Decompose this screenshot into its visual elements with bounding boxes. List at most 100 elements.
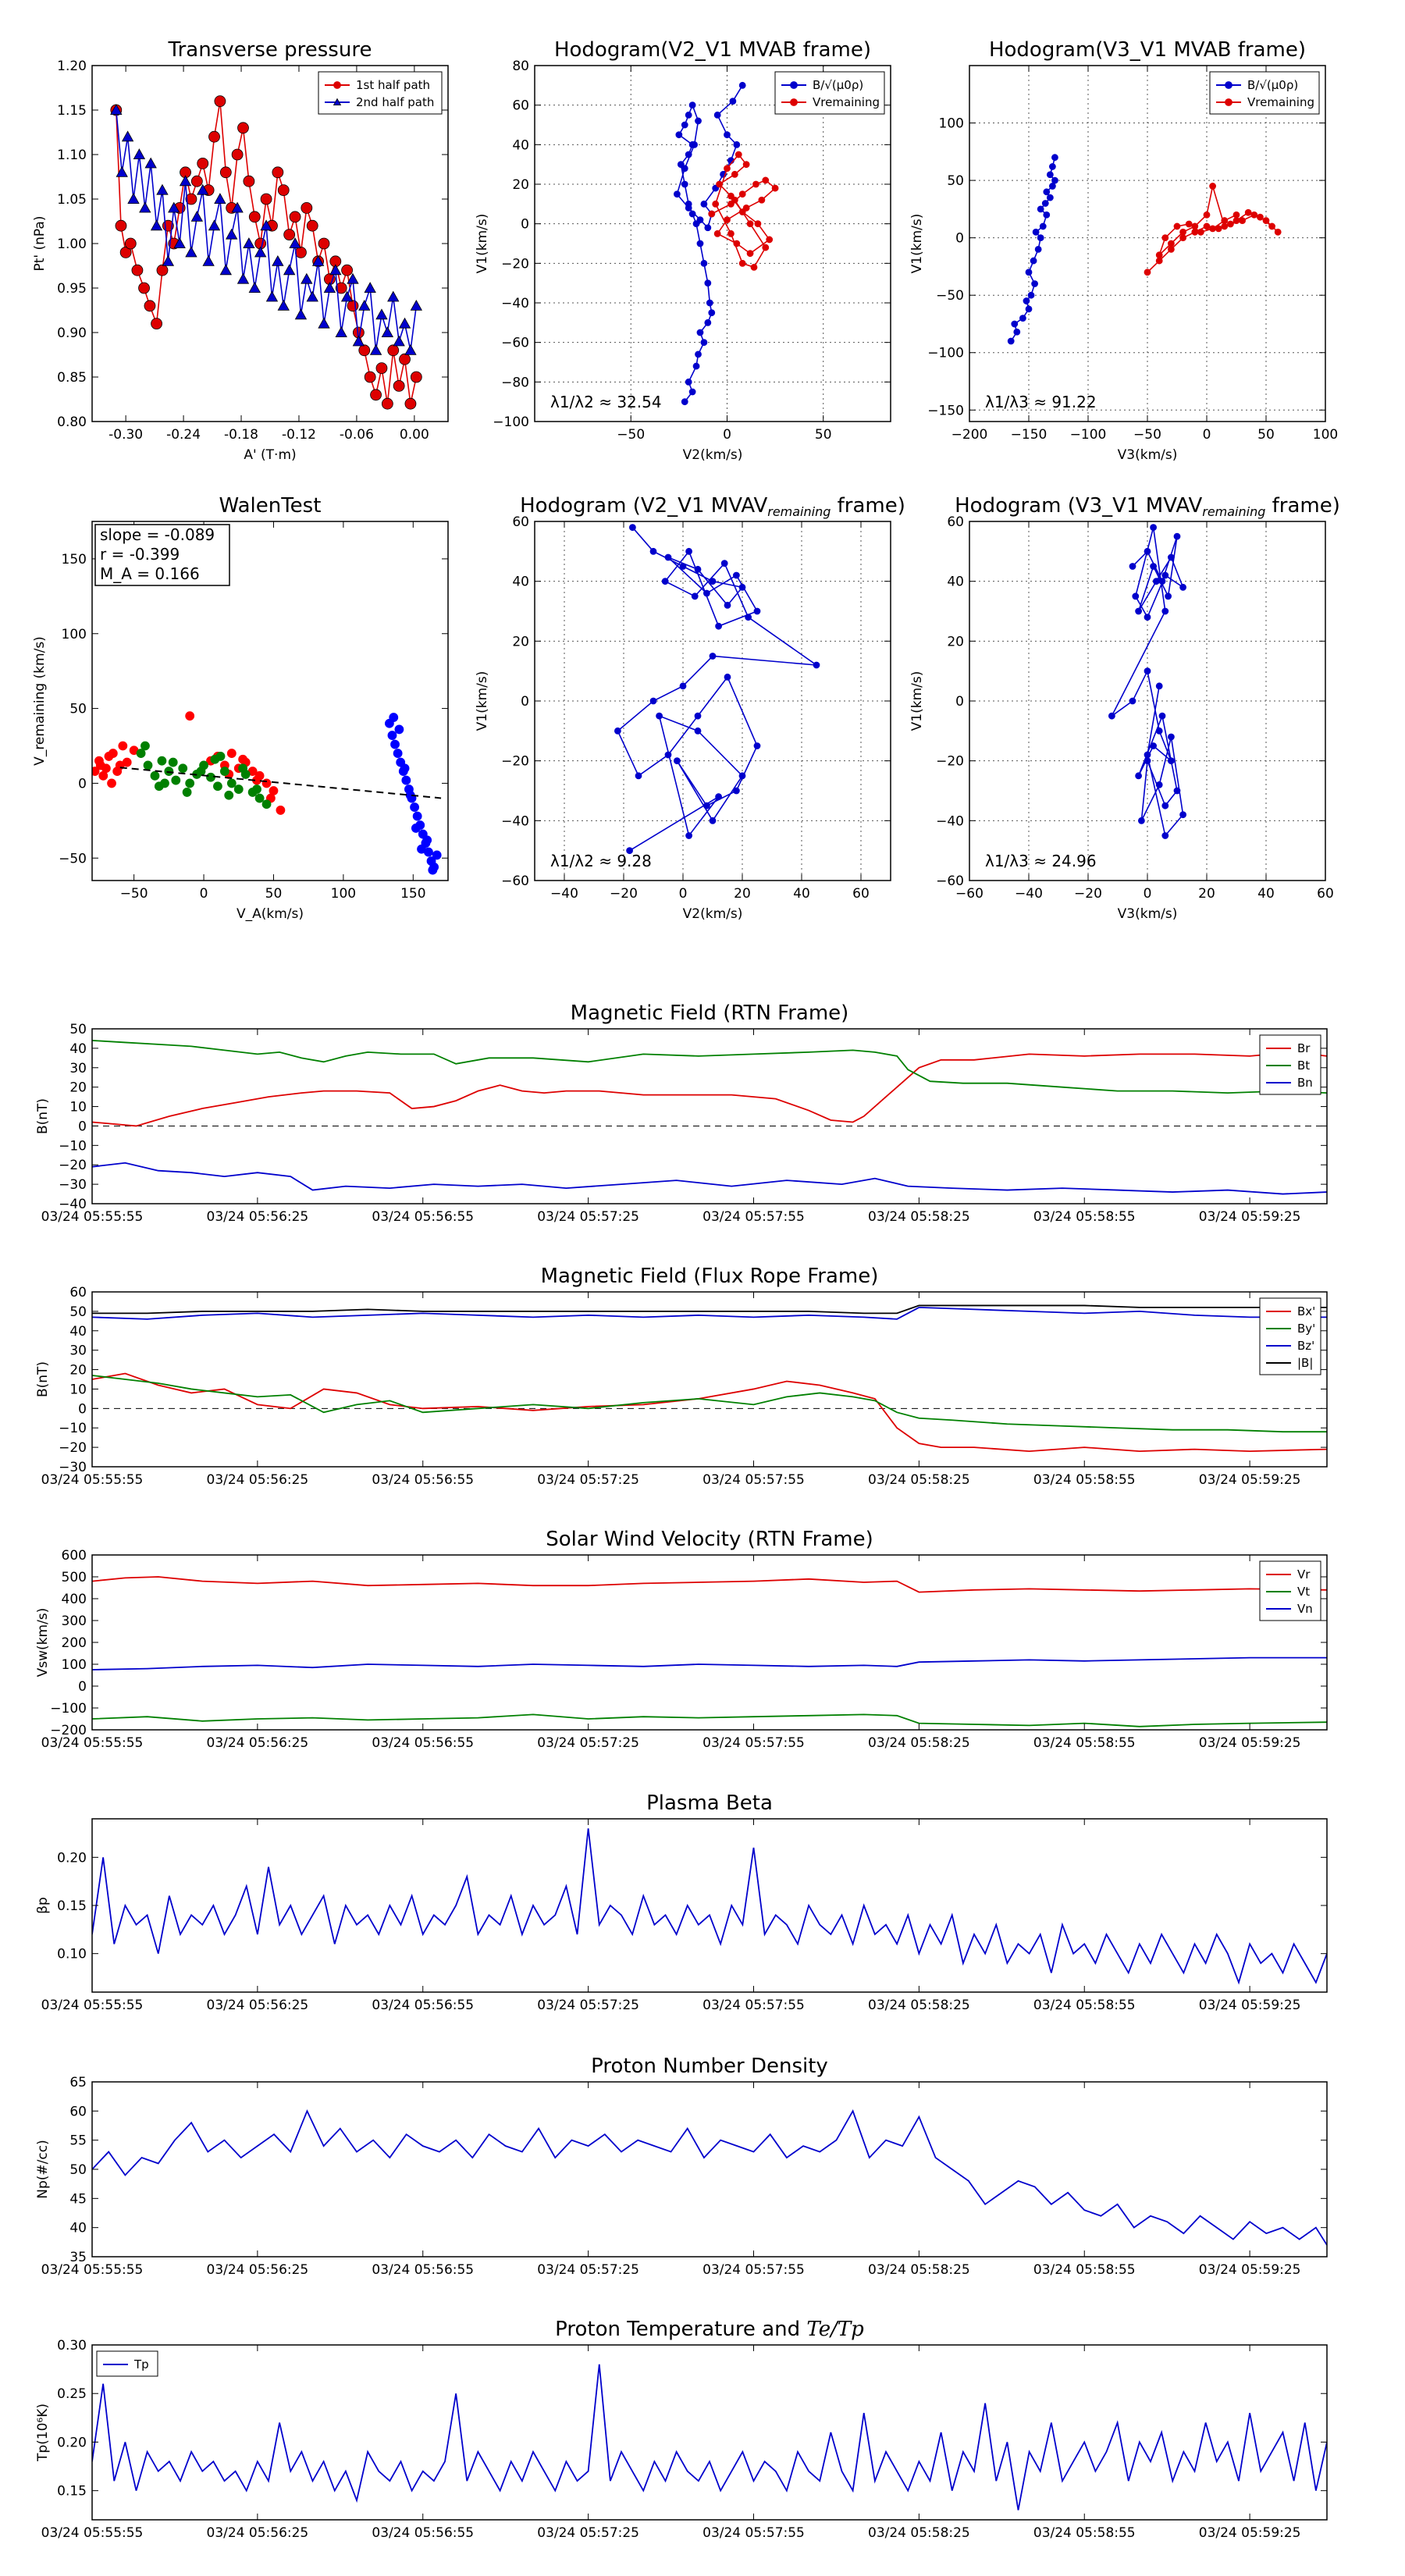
- series-green: [136, 741, 272, 809]
- stats-box: [94, 524, 230, 586]
- data-point: [150, 219, 163, 231]
- y-tick-label: 10: [69, 1100, 87, 1115]
- chart-title: WalenTest: [219, 494, 322, 518]
- x-tick-label: 100: [1313, 427, 1338, 443]
- y-tick-label: −40: [501, 296, 529, 311]
- data-point: [410, 299, 423, 311]
- plot-area: [614, 524, 820, 855]
- data-point: [215, 752, 226, 761]
- data-point: [1221, 217, 1229, 224]
- x-axis-label: A' (T·m): [244, 447, 296, 463]
- data-point: [173, 237, 186, 249]
- chart-title: Proton Number Density: [591, 2055, 828, 2078]
- data-point: [656, 712, 663, 720]
- data-point: [746, 250, 754, 258]
- data-point: [323, 282, 336, 294]
- data-point: [629, 524, 636, 532]
- data-point: [1046, 194, 1054, 201]
- data-point: [1153, 578, 1160, 585]
- x-tick-label: 03/24 05:58:55: [1033, 1472, 1136, 1488]
- y-tick-label: 60: [512, 98, 529, 114]
- data-point: [122, 757, 132, 767]
- data-point: [1185, 220, 1193, 228]
- data-point: [729, 98, 737, 105]
- y-tick-label: 1.15: [57, 103, 87, 119]
- x-tick-label: 03/24 05:59:25: [1199, 1472, 1301, 1488]
- series-Np: [92, 2109, 1327, 2246]
- y-tick-label: 50: [69, 2162, 87, 2178]
- x-tick-label: −20: [1074, 886, 1102, 902]
- data-point: [1209, 225, 1216, 233]
- chart-beta: Plasma Beta 03/24 05:55:55 03/24 05:56:25 0…: [35, 1791, 1328, 2013]
- data-point: [731, 196, 738, 204]
- series-B0: [674, 81, 746, 406]
- y-tick-label: 0: [521, 217, 529, 233]
- x-tick-label: 03/24 05:56:55: [372, 1472, 474, 1488]
- data-point: [1161, 832, 1169, 839]
- y-tick-label: −10: [59, 1421, 87, 1436]
- data-point: [190, 175, 203, 187]
- data-point: [160, 778, 169, 788]
- data-point: [283, 264, 296, 276]
- y-tick-label: 40: [69, 2221, 87, 2236]
- series-line: [92, 2364, 1327, 2510]
- data-point: [1155, 682, 1163, 690]
- chart-h2: Hodogram(V3_V1 MVAB frame) −200 −150 −100 −5…: [909, 38, 1338, 463]
- data-point: [277, 299, 290, 311]
- chart-title-text: Hodogram(V3_V1 MVAB frame): [989, 38, 1306, 62]
- data-point: [260, 219, 272, 231]
- y-tick-label: 0: [955, 694, 964, 710]
- data-point: [404, 397, 417, 410]
- series-line: [711, 153, 777, 269]
- data-point: [1135, 607, 1142, 615]
- y-tick-label: −50: [936, 288, 964, 304]
- x-tick-label: 03/24 05:59:25: [1199, 1998, 1301, 2013]
- data-point: [1155, 781, 1163, 788]
- data-point: [742, 161, 750, 169]
- y-axis-label: V_remaining (km/s): [32, 636, 48, 766]
- data-point: [252, 785, 261, 794]
- data-point: [685, 204, 692, 212]
- series-red: [92, 711, 286, 815]
- data-point: [412, 811, 422, 821]
- series-line: [676, 84, 743, 403]
- data-point: [364, 282, 376, 294]
- series-Vt: [92, 1713, 1327, 1727]
- data-point: [390, 739, 400, 749]
- series-Bx: [92, 1372, 1327, 1452]
- data-point: [1150, 563, 1157, 570]
- data-point: [185, 778, 195, 788]
- y-tick-label: 0: [78, 776, 87, 792]
- y-tick-label: −100: [50, 1701, 87, 1717]
- legend-label: 1st half path: [356, 78, 430, 92]
- y-tick-label: −40: [936, 813, 964, 829]
- data-point: [116, 165, 128, 177]
- data-point: [1191, 228, 1199, 236]
- data-point: [1049, 183, 1056, 190]
- data-point: [104, 752, 114, 761]
- plot-area: [1007, 154, 1282, 345]
- data-point: [681, 180, 688, 188]
- x-tick-label: 03/24 05:57:55: [702, 1209, 805, 1225]
- legend-frame: [774, 71, 885, 115]
- data-point: [746, 220, 754, 228]
- data-point: [696, 329, 704, 336]
- data-point: [306, 290, 318, 302]
- series-line: [92, 1051, 1327, 1127]
- data-point: [197, 183, 209, 195]
- y-tick-label: 45: [69, 2191, 87, 2207]
- y-tick-label: −60: [501, 873, 529, 889]
- data-point: [1135, 772, 1142, 780]
- x-tick-label: 03/24 05:56:25: [207, 1998, 309, 2013]
- data-point: [664, 751, 672, 759]
- data-point: [1007, 337, 1015, 345]
- data-point: [1161, 802, 1169, 809]
- series-1sthalfpath: [110, 95, 422, 410]
- x-tick-label: −200: [951, 427, 988, 443]
- data-point: [694, 565, 702, 573]
- data-point: [733, 141, 741, 148]
- data-point: [724, 673, 731, 681]
- data-point: [1034, 245, 1042, 253]
- data-point: [1144, 667, 1151, 675]
